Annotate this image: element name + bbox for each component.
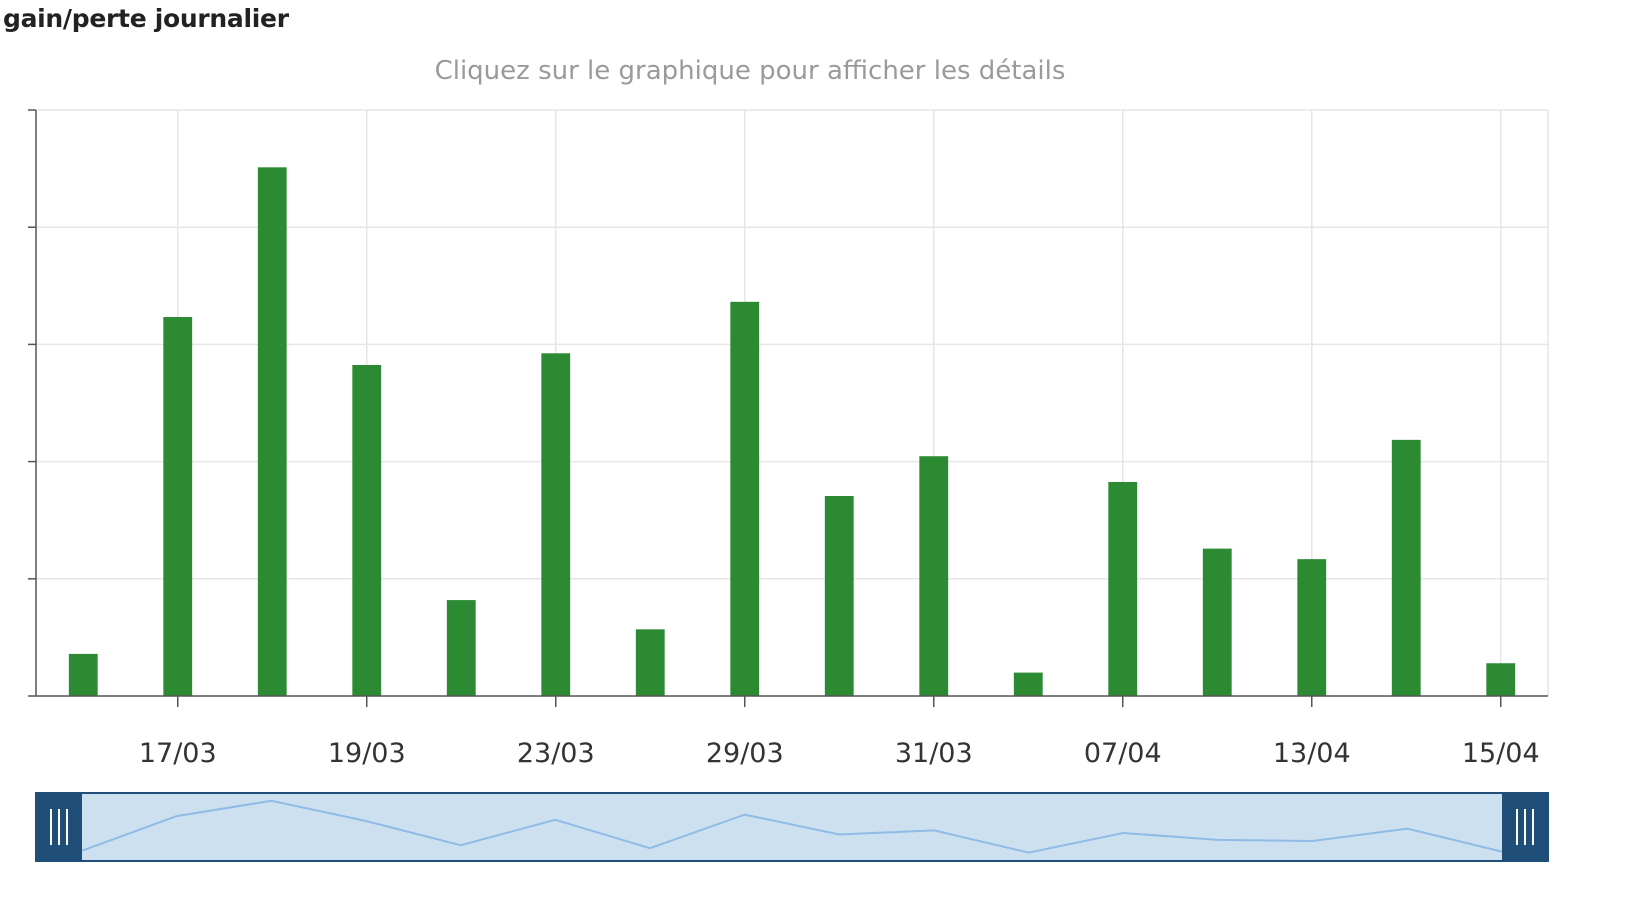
bar[interactable] — [1108, 481, 1138, 696]
bar[interactable] — [352, 364, 382, 696]
bar[interactable] — [446, 600, 476, 696]
x-tick-label: 19/03 — [328, 738, 406, 769]
bar[interactable] — [635, 629, 665, 696]
bar[interactable] — [1391, 439, 1421, 696]
bar[interactable] — [730, 301, 760, 696]
bar[interactable] — [163, 317, 193, 696]
x-tick-label: 29/03 — [706, 738, 784, 769]
chart-subtitle: Cliquez sur le graphique pour afficher l… — [434, 56, 1066, 86]
bar[interactable] — [68, 653, 98, 696]
x-tick-label: 13/04 — [1273, 738, 1351, 769]
navigator[interactable] — [35, 792, 1549, 862]
navigator-window[interactable] — [35, 792, 1549, 862]
bar[interactable] — [1013, 672, 1043, 696]
x-tick-label: 07/04 — [1084, 738, 1162, 769]
navigator-left-handle[interactable] — [36, 793, 82, 861]
navigator-right-handle[interactable] — [1502, 793, 1548, 861]
chart-title: gain/perte journalier — [3, 4, 289, 33]
bar[interactable] — [824, 495, 854, 696]
x-tick-label: 17/03 — [139, 738, 217, 769]
bar[interactable] — [1486, 663, 1516, 696]
navigator-series-line — [81, 799, 1503, 854]
bar[interactable] — [919, 456, 949, 696]
bars-layer[interactable] — [68, 167, 1516, 696]
axis-layer: 17/03 19/03 23/03 29/03 31/03 07/04 13/04 15/04 — [28, 109, 1548, 769]
bar[interactable] — [1297, 559, 1327, 696]
x-tick-label: 15/04 — [1462, 738, 1540, 769]
x-tick-label: 31/03 — [895, 738, 973, 769]
x-tick-label: 23/03 — [517, 738, 595, 769]
bar[interactable] — [541, 353, 571, 696]
bar[interactable] — [257, 167, 287, 696]
bar[interactable] — [1202, 548, 1232, 696]
